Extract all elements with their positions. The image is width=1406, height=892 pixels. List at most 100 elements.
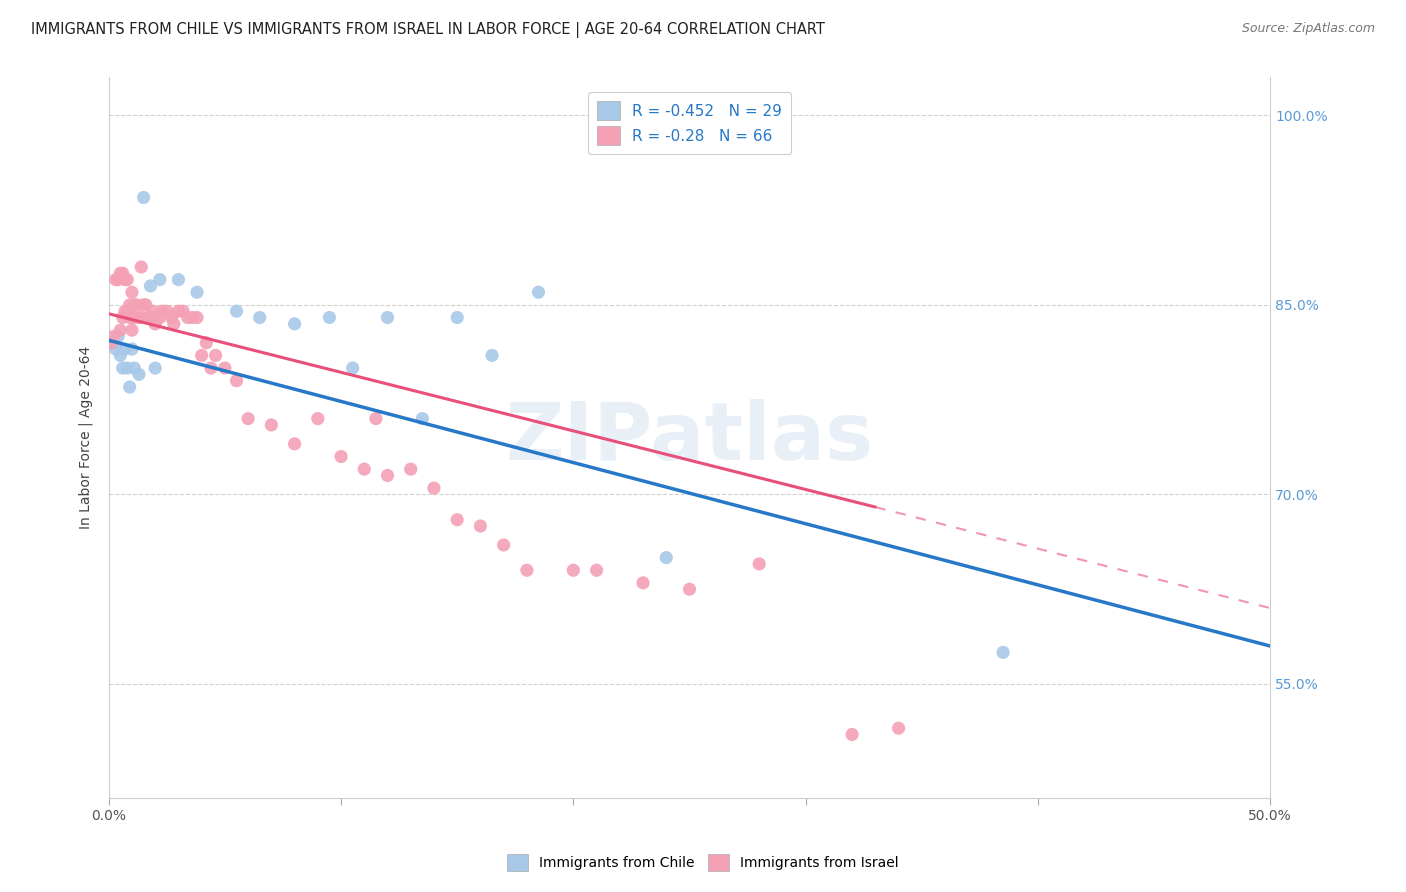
Point [516, 563, 538, 577]
Point [156, 304, 179, 318]
Point [841, 727, 863, 741]
Point [318, 310, 340, 325]
Point [411, 411, 433, 425]
Point [991, 645, 1014, 659]
Point [124, 298, 146, 312]
Point [132, 190, 155, 204]
Point [110, 348, 132, 362]
Point [110, 323, 132, 337]
Point [114, 272, 136, 286]
Point [423, 481, 446, 495]
Point [143, 317, 166, 331]
Point [527, 285, 550, 300]
Point [103, 335, 125, 350]
Y-axis label: In Labor Force | Age 20-64: In Labor Force | Age 20-64 [79, 346, 93, 529]
Point [104, 272, 127, 286]
Point [377, 468, 399, 483]
Point [260, 417, 283, 432]
Point [655, 550, 678, 565]
Point [353, 462, 375, 476]
Text: Source: ZipAtlas.com: Source: ZipAtlas.com [1241, 22, 1375, 36]
Point [236, 411, 259, 425]
Point [107, 329, 129, 343]
Point [129, 260, 152, 274]
Point [195, 335, 218, 350]
Point [481, 348, 503, 362]
Point [150, 304, 173, 318]
Point [146, 310, 169, 325]
Legend: R = -0.452   N = 29, R = -0.28   N = 66: R = -0.452 N = 29, R = -0.28 N = 66 [588, 92, 792, 154]
Point [284, 437, 307, 451]
Point [470, 519, 492, 533]
Point [748, 557, 770, 571]
Point [128, 310, 150, 325]
Point [214, 361, 236, 376]
Point [117, 272, 139, 286]
Point [200, 361, 222, 376]
Point [118, 298, 141, 312]
Point [585, 563, 607, 577]
Point [172, 304, 194, 318]
Point [139, 279, 162, 293]
Legend: Immigrants from Chile, Immigrants from Israel: Immigrants from Chile, Immigrants from I… [502, 848, 904, 876]
Text: ZIPatlas: ZIPatlas [505, 399, 873, 476]
Point [124, 310, 146, 325]
Point [167, 304, 190, 318]
Point [181, 310, 204, 325]
Point [631, 575, 654, 590]
Point [204, 348, 226, 362]
Point [364, 411, 387, 425]
Point [307, 411, 329, 425]
Point [492, 538, 515, 552]
Point [163, 317, 186, 331]
Point [149, 310, 172, 325]
Point [117, 361, 139, 376]
Point [132, 298, 155, 312]
Point [177, 310, 200, 325]
Point [186, 285, 208, 300]
Point [124, 361, 146, 376]
Text: IMMIGRANTS FROM CHILE VS IMMIGRANTS FROM ISRAEL IN LABOR FORCE | AGE 20-64 CORRE: IMMIGRANTS FROM CHILE VS IMMIGRANTS FROM… [31, 22, 825, 38]
Point [399, 462, 422, 476]
Point [139, 310, 162, 325]
Point [114, 304, 136, 318]
Point [143, 361, 166, 376]
Point [186, 310, 208, 325]
Point [117, 304, 139, 318]
Point [111, 310, 134, 325]
Point [377, 310, 399, 325]
Point [678, 582, 700, 597]
Point [167, 272, 190, 286]
Point [121, 285, 143, 300]
Point [100, 335, 122, 350]
Point [110, 266, 132, 280]
Point [136, 310, 159, 325]
Point [562, 563, 585, 577]
Point [284, 317, 307, 331]
Point [225, 374, 247, 388]
Point [249, 310, 271, 325]
Point [446, 310, 468, 325]
Point [342, 361, 364, 376]
Point [121, 323, 143, 337]
Point [330, 450, 353, 464]
Point [128, 368, 150, 382]
Point [225, 304, 247, 318]
Point [111, 361, 134, 376]
Point [160, 310, 183, 325]
Point [103, 329, 125, 343]
Point [111, 266, 134, 280]
Point [446, 513, 468, 527]
Point [118, 310, 141, 325]
Point [107, 272, 129, 286]
Point [142, 304, 165, 318]
Point [118, 380, 141, 394]
Point [190, 348, 212, 362]
Point [887, 721, 910, 735]
Point [104, 342, 127, 356]
Point [129, 310, 152, 325]
Point [135, 298, 157, 312]
Point [125, 298, 148, 312]
Point [114, 342, 136, 356]
Point [149, 272, 172, 286]
